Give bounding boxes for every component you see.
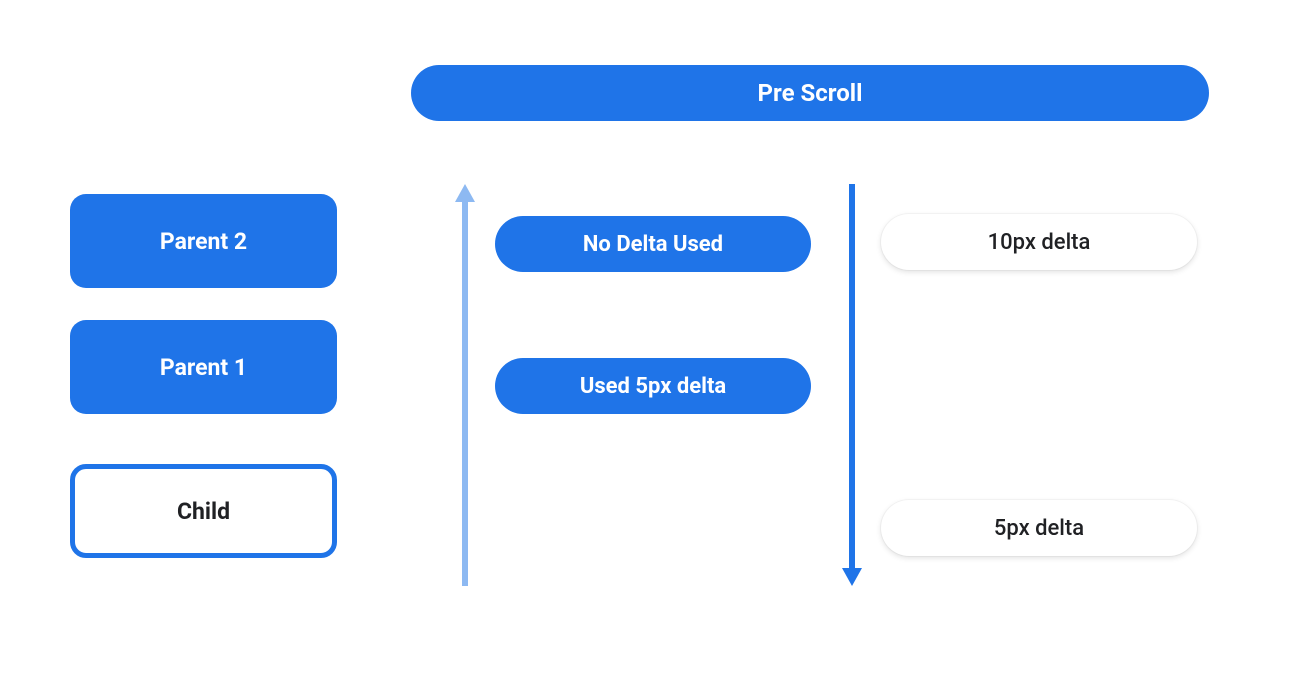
box-label: Child [177, 498, 230, 525]
box-parent-1: Parent 1 [70, 320, 337, 414]
diagram-canvas: Pre Scroll Parent 2 Parent 1 Child No De… [0, 0, 1312, 680]
box-label: Parent 2 [160, 228, 247, 255]
header-pill-pre-scroll: Pre Scroll [411, 65, 1209, 121]
pill-label: Used 5px delta [580, 374, 726, 399]
pill-label: No Delta Used [583, 232, 723, 257]
arrow-down-icon [837, 184, 867, 586]
pill-label: 5px delta [994, 516, 1084, 541]
arrow-up-icon [450, 184, 480, 586]
pill-used-5px-delta: Used 5px delta [495, 358, 811, 414]
box-parent-2: Parent 2 [70, 194, 337, 288]
header-label: Pre Scroll [758, 79, 863, 107]
box-label: Parent 1 [160, 354, 247, 381]
pill-label: 10px delta [988, 230, 1091, 255]
pill-5px-delta: 5px delta [881, 500, 1197, 556]
pill-no-delta-used: No Delta Used [495, 216, 811, 272]
box-child: Child [70, 464, 337, 558]
pill-10px-delta: 10px delta [881, 214, 1197, 270]
